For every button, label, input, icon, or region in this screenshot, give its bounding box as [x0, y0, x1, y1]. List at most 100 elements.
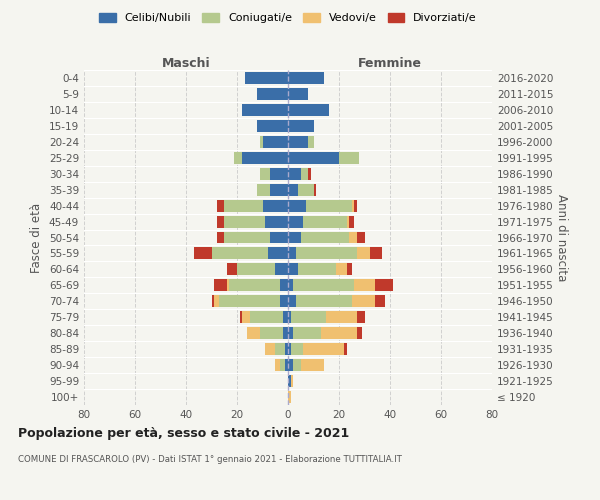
Bar [306, 200, 352, 211]
Bar [227, 264, 237, 276]
Bar [270, 168, 288, 179]
Bar [347, 264, 352, 276]
Bar [237, 264, 275, 276]
Bar [288, 216, 304, 228]
Bar [304, 216, 347, 228]
Bar [288, 359, 293, 371]
Bar [242, 312, 250, 323]
Bar [268, 248, 288, 260]
Bar [288, 232, 301, 243]
Bar [280, 359, 286, 371]
Bar [217, 216, 224, 228]
Bar [212, 248, 268, 260]
Bar [217, 200, 224, 211]
Bar [265, 343, 275, 355]
Bar [301, 359, 324, 371]
Bar [288, 391, 290, 403]
Bar [357, 232, 365, 243]
Bar [344, 343, 347, 355]
Bar [275, 264, 288, 276]
Bar [339, 152, 359, 164]
Bar [375, 280, 392, 291]
Bar [301, 168, 308, 179]
Bar [288, 343, 290, 355]
Bar [288, 312, 290, 323]
Bar [308, 136, 314, 148]
Bar [355, 280, 375, 291]
Bar [257, 120, 288, 132]
Bar [296, 248, 357, 260]
Bar [288, 264, 298, 276]
Bar [283, 327, 288, 339]
Bar [270, 184, 288, 196]
Bar [304, 343, 344, 355]
Bar [212, 296, 214, 308]
Bar [263, 200, 288, 211]
Bar [265, 216, 288, 228]
Text: COMUNE DI FRASCAROLO (PV) - Dati ISTAT 1° gennaio 2021 - Elaborazione TUTTITALIA: COMUNE DI FRASCAROLO (PV) - Dati ISTAT 1… [18, 455, 402, 464]
Bar [257, 88, 288, 100]
Bar [260, 136, 263, 148]
Bar [352, 296, 375, 308]
Bar [288, 248, 296, 260]
Bar [352, 200, 355, 211]
Bar [288, 184, 298, 196]
Bar [288, 168, 301, 179]
Bar [314, 184, 316, 196]
Bar [242, 104, 288, 116]
Bar [275, 343, 286, 355]
Bar [290, 343, 304, 355]
Bar [224, 216, 265, 228]
Bar [280, 280, 288, 291]
Bar [286, 343, 288, 355]
Bar [357, 312, 365, 323]
Bar [242, 152, 288, 164]
Bar [263, 136, 288, 148]
Bar [290, 375, 293, 387]
Bar [235, 152, 242, 164]
Bar [349, 232, 357, 243]
Bar [349, 216, 355, 228]
Bar [293, 327, 321, 339]
Bar [260, 168, 270, 179]
Bar [217, 232, 224, 243]
Bar [229, 280, 280, 291]
Bar [288, 88, 308, 100]
Bar [326, 312, 357, 323]
Bar [224, 232, 270, 243]
Bar [288, 375, 290, 387]
Bar [227, 280, 229, 291]
Bar [275, 359, 280, 371]
Bar [194, 248, 212, 260]
Bar [288, 152, 339, 164]
Bar [245, 72, 288, 84]
Bar [288, 72, 324, 84]
Text: Popolazione per età, sesso e stato civile - 2021: Popolazione per età, sesso e stato civil… [18, 428, 349, 440]
Bar [247, 327, 260, 339]
Legend: Celibi/Nubili, Coniugati/e, Vedovi/e, Divorziati/e: Celibi/Nubili, Coniugati/e, Vedovi/e, Di… [95, 8, 481, 28]
Text: Maschi: Maschi [161, 57, 211, 70]
Bar [214, 280, 227, 291]
Y-axis label: Fasce di età: Fasce di età [31, 202, 43, 272]
Bar [357, 327, 362, 339]
Bar [288, 327, 293, 339]
Bar [260, 327, 283, 339]
Bar [293, 280, 355, 291]
Bar [375, 296, 385, 308]
Bar [298, 184, 314, 196]
Text: Femmine: Femmine [358, 57, 422, 70]
Bar [293, 359, 301, 371]
Bar [308, 168, 311, 179]
Bar [288, 120, 314, 132]
Bar [250, 312, 283, 323]
Bar [239, 312, 242, 323]
Bar [357, 248, 370, 260]
Bar [257, 184, 270, 196]
Bar [370, 248, 382, 260]
Bar [296, 296, 352, 308]
Bar [337, 264, 347, 276]
Bar [301, 232, 349, 243]
Bar [286, 359, 288, 371]
Bar [298, 264, 337, 276]
Bar [219, 296, 280, 308]
